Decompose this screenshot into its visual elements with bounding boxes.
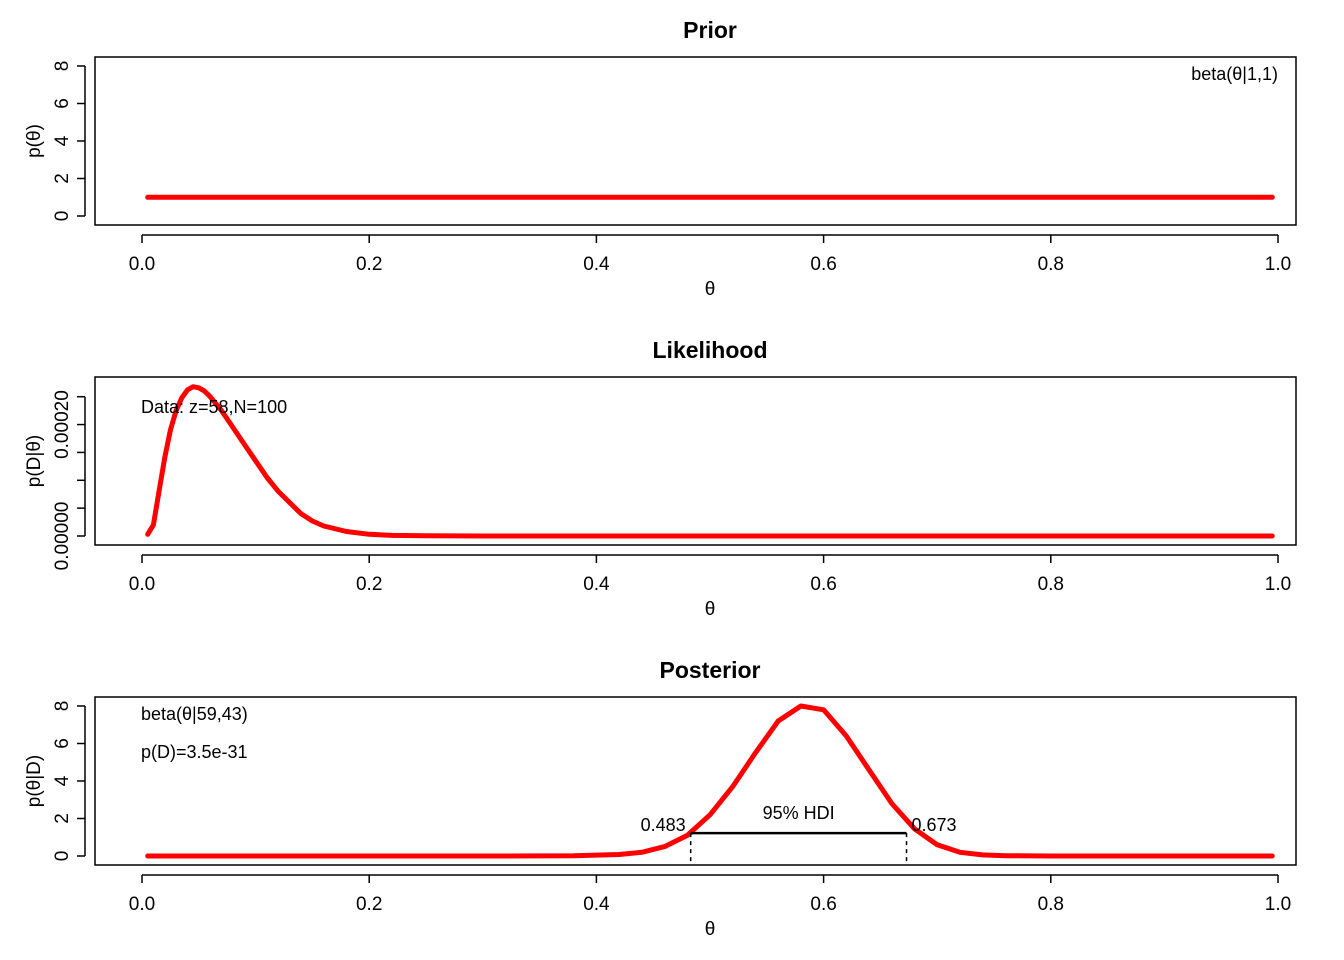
likelihood-x-axis: 0.0 0.2 0.4 0.6 0.8 1.0 — [129, 554, 1291, 595]
posterior-y-tick-label: 4 — [52, 775, 73, 786]
prior-x-tick-label: 0.0 — [129, 254, 155, 275]
prior-x-label: θ — [705, 279, 716, 300]
likelihood-x-tick-label: 0.4 — [583, 574, 610, 595]
posterior-x-tick-label: 0.2 — [356, 894, 382, 915]
prior-y-tick-label: 8 — [52, 61, 73, 72]
prior-x-axis: 0.0 0.2 0.4 0.6 0.8 1.0 — [129, 234, 1291, 275]
likelihood-x-tick-label: 0.8 — [1038, 574, 1064, 595]
likelihood-y-tick-label: 0.00000 — [52, 502, 73, 571]
posterior-x-axis: 0.0 0.2 0.4 0.6 0.8 1.0 — [129, 874, 1291, 915]
posterior-x-tick-label: 0.4 — [583, 894, 610, 915]
prior-x-tick-label: 0.6 — [810, 254, 836, 275]
likelihood-y-axis: 0.00000 0.00020 — [52, 390, 86, 571]
hdi-low-label: 0.483 — [641, 815, 686, 835]
posterior-title: Posterior — [660, 657, 761, 683]
prior-panel: Prior 0.0 0.2 0.4 0.6 0.8 1.0 0 2 4 6 8 θ p(θ) be… — [24, 17, 1297, 300]
prior-x-tick-label: 1.0 — [1265, 254, 1291, 275]
likelihood-y-label: p(D|θ) — [24, 435, 45, 487]
posterior-series-line — [145, 703, 1275, 859]
prior-y-tick-label: 4 — [52, 135, 73, 146]
posterior-plot-frame — [94, 696, 1297, 866]
posterior-annotation-evidence: p(D)=3.5e-31 — [141, 742, 248, 762]
hdi-label: 95% HDI — [763, 803, 835, 823]
prior-x-tick-label: 0.4 — [583, 254, 610, 275]
prior-x-tick-label: 0.8 — [1038, 254, 1064, 275]
posterior-y-tick-label: 6 — [52, 738, 73, 749]
hdi-interval: 95% HDI 0.483 0.673 — [641, 803, 957, 865]
likelihood-x-tick-label: 0.0 — [129, 574, 155, 595]
posterior-panel: Posterior 0.0 0.2 0.4 0.6 0.8 1.0 0 2 4 6 8 θ p(θ… — [24, 657, 1297, 940]
likelihood-y-tick-label: 0.00020 — [52, 390, 73, 459]
posterior-y-label: p(θ|D) — [24, 755, 45, 807]
prior-plot-frame — [94, 56, 1297, 226]
prior-y-label: p(θ) — [24, 124, 45, 158]
prior-x-tick-label: 0.2 — [356, 254, 382, 275]
likelihood-series-line — [145, 384, 1275, 539]
posterior-y-tick-label: 0 — [52, 851, 73, 862]
likelihood-panel: Likelihood 0.0 0.2 0.4 0.6 0.8 1.0 0.000000.0… — [24, 337, 1297, 620]
posterior-y-tick-label: 2 — [52, 813, 73, 824]
likelihood-x-label: θ — [705, 599, 716, 620]
prior-y-axis: 0 2 4 6 8 — [52, 61, 86, 222]
likelihood-x-tick-label: 0.2 — [356, 574, 382, 595]
posterior-x-tick-label: 0.8 — [1038, 894, 1064, 915]
likelihood-x-tick-label: 1.0 — [1265, 574, 1291, 595]
posterior-x-tick-label: 1.0 — [1265, 894, 1291, 915]
prior-y-tick-label: 2 — [52, 173, 73, 184]
likelihood-x-tick-label: 0.6 — [810, 574, 836, 595]
prior-annotation: beta(θ|1,1) — [1191, 64, 1278, 84]
posterior-x-label: θ — [705, 919, 716, 940]
prior-y-tick-label: 6 — [52, 98, 73, 109]
prior-title: Prior — [683, 17, 737, 43]
posterior-y-tick-label: 8 — [52, 701, 73, 712]
likelihood-annotation: Data: z=58,N=100 — [141, 397, 287, 417]
posterior-annotation-beta: beta(θ|59,43) — [141, 704, 248, 724]
posterior-x-tick-label: 0.0 — [129, 894, 155, 915]
hdi-high-label: 0.673 — [912, 815, 957, 835]
likelihood-plot-frame — [94, 376, 1297, 546]
prior-y-tick-label: 0 — [52, 211, 73, 222]
posterior-y-axis: 0 2 4 6 8 — [52, 701, 86, 862]
posterior-x-tick-label: 0.6 — [810, 894, 836, 915]
likelihood-title: Likelihood — [653, 337, 768, 363]
